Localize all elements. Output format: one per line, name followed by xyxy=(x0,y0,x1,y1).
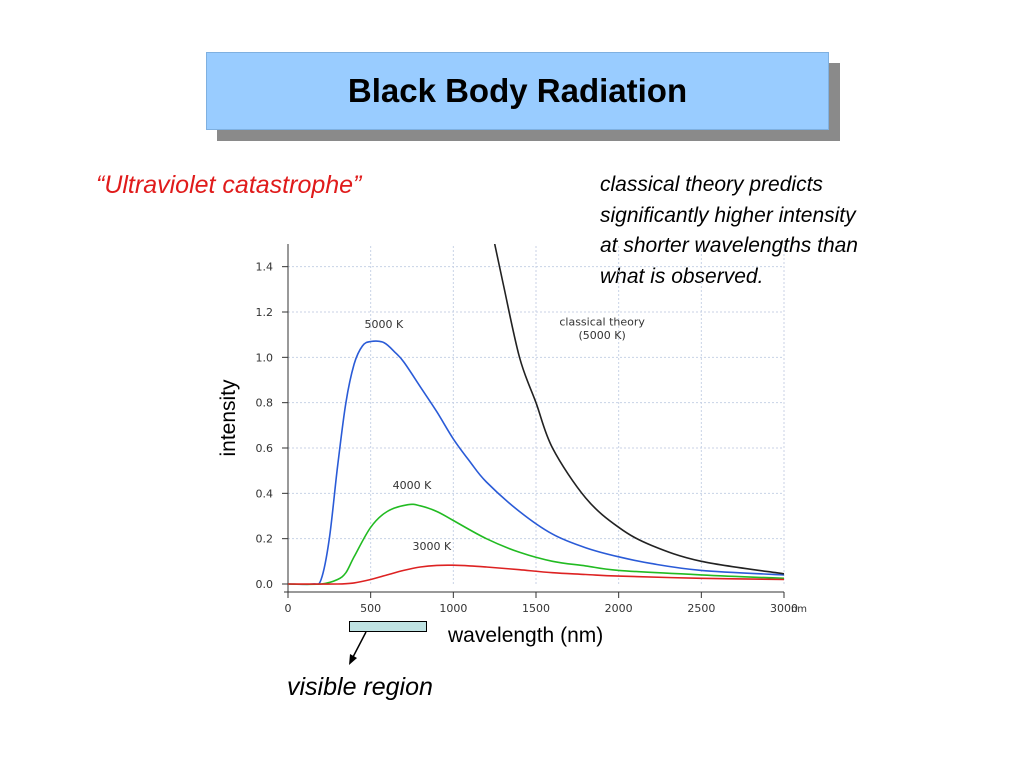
x-axis-label: wavelength (nm) xyxy=(448,624,604,647)
x-tick-label: 0 xyxy=(285,602,292,615)
note-line: significantly higher intensity xyxy=(600,203,856,227)
annotation-label: 3000 K xyxy=(412,540,451,553)
annotation-label: classical theory xyxy=(559,316,645,329)
visible-region-bar xyxy=(349,621,427,632)
y-tick-label: 0.2 xyxy=(256,533,274,546)
series-line-4000-k xyxy=(288,503,785,586)
series-line-3000-k xyxy=(288,564,785,585)
visible-region-label: visible region xyxy=(287,673,433,701)
annotation-label: 5000 K xyxy=(365,318,404,331)
y-tick-label: 1.4 xyxy=(256,261,274,274)
title-box: Black Body Radiation xyxy=(206,52,829,130)
subtitle: “Ultraviolet catastrophe” xyxy=(96,171,362,199)
y-tick-label: 1.0 xyxy=(256,351,274,364)
x-tick-label: 1000 xyxy=(439,602,467,615)
y-tick-label: 0.8 xyxy=(256,397,274,410)
x-unit-label: nm xyxy=(791,604,807,615)
annotation-label: 4000 K xyxy=(393,479,432,492)
y-tick-label: 1.2 xyxy=(256,306,274,319)
slide-title: Black Body Radiation xyxy=(347,72,688,109)
note-line: what is observed. xyxy=(600,264,764,288)
y-tick-label: 0.4 xyxy=(256,487,274,500)
y-tick-label: 0.0 xyxy=(256,578,274,591)
annotation-label: (5000 K) xyxy=(578,329,625,342)
x-tick-label: 3000 xyxy=(770,602,798,615)
note-line: at shorter wavelengths than xyxy=(600,234,858,257)
x-tick-label: 2500 xyxy=(687,602,715,615)
series-line-classical-theory-5000-k xyxy=(493,244,785,575)
y-tick-label: 0.6 xyxy=(256,442,274,455)
x-tick-label: 500 xyxy=(360,602,381,615)
x-tick-label: 2000 xyxy=(605,602,633,615)
series-line-5000-k xyxy=(288,340,785,586)
note-line: classical theory predicts xyxy=(600,173,823,196)
x-tick-label: 1500 xyxy=(522,602,550,615)
note-text: classical theory predicts significantly … xyxy=(600,170,930,292)
